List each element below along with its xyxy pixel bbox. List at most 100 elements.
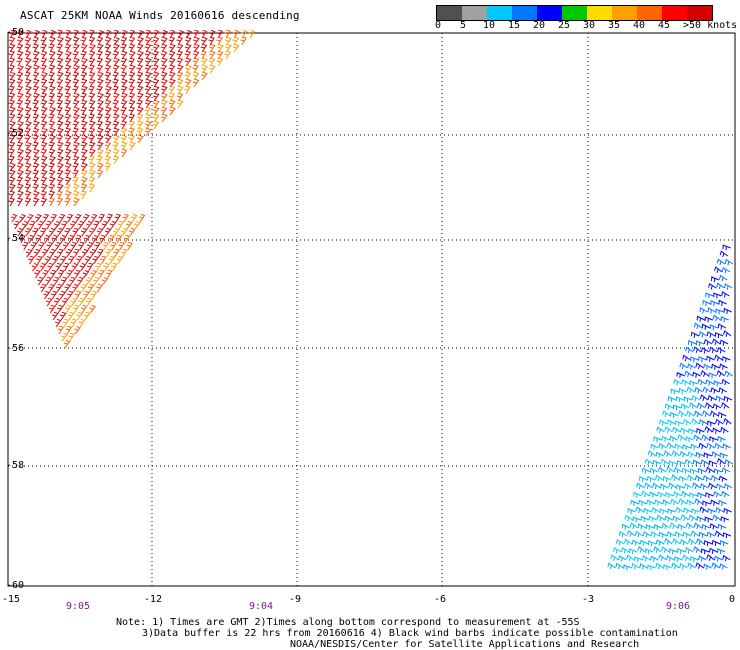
wind-barb <box>31 262 39 272</box>
wind-barb <box>112 120 120 130</box>
wind-barb <box>30 241 38 251</box>
wind-barb <box>80 155 88 165</box>
wind-barb <box>73 64 80 74</box>
wind-barb <box>68 332 75 342</box>
wind-barb <box>48 169 56 179</box>
wind-barb <box>672 515 681 522</box>
wind-barb <box>40 36 47 46</box>
wind-barb <box>57 248 64 258</box>
wind-barb <box>708 372 717 379</box>
wind-barb <box>48 50 56 60</box>
wind-barb <box>64 283 71 293</box>
wind-barb <box>8 85 15 95</box>
wind-barb <box>225 36 232 46</box>
wind-barb <box>691 395 701 402</box>
wind-barb <box>48 99 55 109</box>
map-title: ASCAT 25KM NOAA Winds 20160616 descendin… <box>20 9 300 22</box>
wind-barb <box>120 36 128 46</box>
wind-barb <box>160 50 168 60</box>
wind-barb <box>649 467 659 474</box>
wind-barb <box>225 43 232 53</box>
wind-barb <box>690 530 700 538</box>
wind-barb <box>17 162 24 172</box>
wind-barb <box>624 514 634 522</box>
wind-barb <box>120 99 128 109</box>
wind-barb <box>32 106 39 116</box>
wind-barb <box>40 190 47 200</box>
wind-barb <box>138 213 146 223</box>
wind-barb <box>49 106 56 116</box>
wind-barb <box>89 304 97 314</box>
wind-barb <box>24 57 32 67</box>
wind-barb <box>128 57 135 67</box>
wind-barb <box>669 435 678 442</box>
wind-barb <box>32 78 40 88</box>
wind-barb <box>688 538 697 546</box>
wind-barb <box>718 499 727 506</box>
wind-barb <box>40 176 48 186</box>
wind-barb <box>105 134 112 144</box>
wind-barb <box>67 311 75 321</box>
wind-barb <box>57 176 64 186</box>
wind-barb <box>40 64 47 74</box>
wind-barb <box>720 316 729 323</box>
wind-barb <box>96 169 104 179</box>
wind-barb <box>78 241 85 251</box>
wind-barb <box>724 459 734 466</box>
wind-barb <box>71 262 79 272</box>
wind-barb <box>675 506 684 514</box>
wind-barb <box>137 29 144 39</box>
wind-barb <box>703 363 712 370</box>
wind-barbs <box>8 29 734 571</box>
wind-barb <box>41 71 48 81</box>
wind-barb <box>676 371 685 378</box>
wind-barb <box>120 85 128 95</box>
wind-barb <box>629 548 638 555</box>
wind-barb <box>64 29 72 39</box>
wind-barb <box>72 99 80 109</box>
wind-barb <box>665 492 674 499</box>
wind-barb <box>25 120 32 130</box>
y-tick-label: -58 <box>6 460 25 471</box>
wind-barb <box>636 482 645 490</box>
wind-barb <box>63 339 71 349</box>
wind-barb <box>152 92 160 102</box>
wind-barb <box>696 428 705 435</box>
wind-barb <box>8 176 16 186</box>
wind-barb <box>44 255 52 265</box>
wind-barb <box>200 50 207 60</box>
wind-barb <box>88 227 96 237</box>
wind-barb <box>136 43 144 53</box>
wind-barb <box>81 176 88 186</box>
wind-barb <box>715 395 725 402</box>
wind-barb <box>64 148 72 158</box>
wind-barb <box>16 141 24 151</box>
wind-barb <box>8 43 16 53</box>
wind-barb <box>144 50 152 60</box>
wind-barb <box>8 169 16 179</box>
wind-barb <box>16 71 24 81</box>
wind-barb <box>176 36 183 46</box>
wind-barb <box>104 227 112 237</box>
wind-barb <box>80 50 87 60</box>
wind-barb <box>724 370 733 378</box>
wind-barb <box>653 524 663 531</box>
wind-barb <box>669 548 678 555</box>
wind-barb <box>637 523 647 530</box>
wind-barb <box>95 262 102 272</box>
wind-barb <box>653 546 662 553</box>
wind-barb <box>684 370 693 378</box>
wind-barb <box>104 36 112 46</box>
wind-barb <box>161 78 168 88</box>
wind-barb <box>88 71 96 81</box>
wind-barb <box>634 530 644 538</box>
wind-barb <box>9 183 16 193</box>
wind-barb <box>192 64 199 74</box>
wind-barb <box>61 297 69 307</box>
wind-barb <box>66 269 73 279</box>
wind-barb <box>48 227 56 237</box>
grid-lines <box>8 33 735 586</box>
wind-barb <box>81 148 88 158</box>
wind-barb <box>136 64 143 74</box>
wind-barb <box>721 490 730 498</box>
